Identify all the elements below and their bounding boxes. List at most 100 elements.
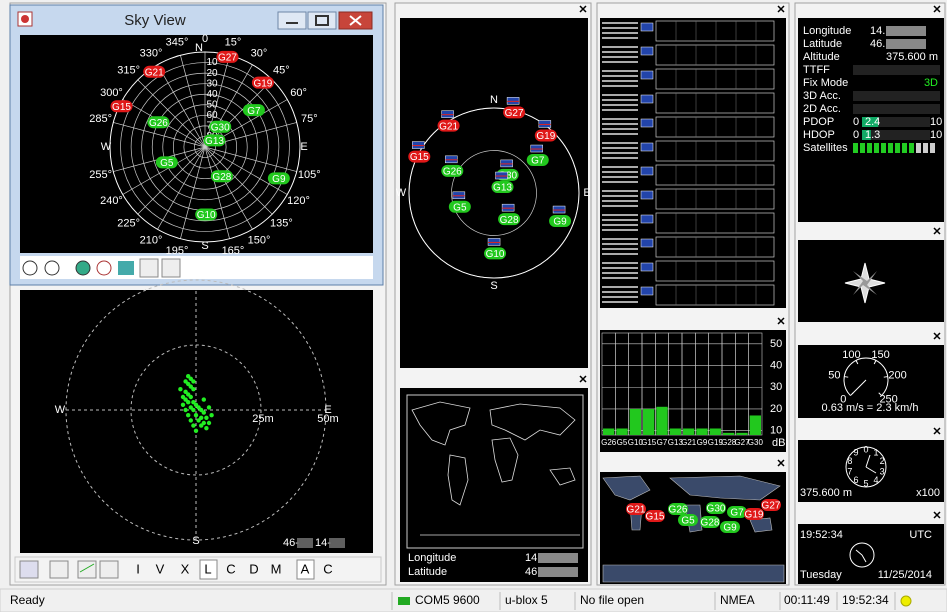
azimuth-line xyxy=(204,55,230,148)
position-fix xyxy=(204,426,209,431)
toolbar-button[interactable]: C xyxy=(323,561,332,576)
toolbar-button[interactable]: X xyxy=(181,561,190,576)
azimuth-line xyxy=(204,146,288,195)
signal-text xyxy=(602,142,638,144)
close-glyph[interactable] xyxy=(579,5,587,13)
y-tick-label: 20 xyxy=(770,403,782,415)
signal-text xyxy=(602,248,638,250)
clock-face xyxy=(849,542,875,568)
minimize-button[interactable] xyxy=(277,11,307,30)
toolbar-button[interactable]: D xyxy=(249,561,258,576)
close-glyph[interactable] xyxy=(777,459,785,467)
signal-text xyxy=(602,147,638,149)
toolbar-icon[interactable] xyxy=(19,560,39,579)
close-glyph[interactable] xyxy=(777,317,785,325)
signal-text xyxy=(602,205,638,207)
map-label: Latitude xyxy=(408,566,447,578)
dop-track xyxy=(862,130,930,140)
toolbar-icon[interactable] xyxy=(99,560,119,579)
signal-text xyxy=(602,238,638,240)
close-glyph[interactable] xyxy=(933,332,941,340)
status-label: TTFF xyxy=(803,64,830,76)
flag xyxy=(640,262,654,272)
toolbar-icon[interactable] xyxy=(49,560,69,579)
dop-max: 10 xyxy=(930,116,942,128)
satellite-slot xyxy=(860,143,865,153)
cardinal-label: S xyxy=(201,240,208,252)
position-fix xyxy=(188,418,193,423)
redaction xyxy=(329,538,345,548)
satellite-label: G21 xyxy=(439,121,458,132)
toolbar-button[interactable]: V xyxy=(156,561,165,576)
altimeter-tick-label: 3 xyxy=(880,467,885,477)
close-glyph[interactable] xyxy=(933,5,941,13)
close-glyph[interactable] xyxy=(933,511,941,519)
maximize-button[interactable] xyxy=(307,11,337,30)
status-value: 14. xyxy=(870,25,885,37)
position-fix xyxy=(191,423,196,428)
close-glyph[interactable] xyxy=(933,427,941,435)
x-tick-label: G28 xyxy=(721,438,737,447)
toolbar-icon[interactable] xyxy=(118,261,134,275)
satellite-slot xyxy=(881,143,886,153)
bar xyxy=(656,406,668,435)
position-fix xyxy=(196,418,201,423)
x-tick-label: G15 xyxy=(641,438,657,447)
position-label: 46- xyxy=(283,537,299,549)
unit-label: dB xyxy=(772,437,785,449)
map-value: 46. xyxy=(525,566,540,578)
speed-tick xyxy=(855,360,859,365)
toolbar-icon[interactable] xyxy=(139,258,159,278)
close-glyph[interactable] xyxy=(777,5,785,13)
toolbar-button[interactable]: L xyxy=(204,561,211,576)
azimuth-label: 45° xyxy=(273,65,290,77)
azimuth-line xyxy=(157,146,206,230)
ground-satellite xyxy=(727,506,747,518)
altimeter-needle xyxy=(865,466,877,474)
status-label: Latitude xyxy=(803,38,842,50)
toolbar-button[interactable]: C xyxy=(226,561,235,576)
signal-text xyxy=(602,133,638,135)
signal-text xyxy=(602,27,638,29)
toolbar-icon[interactable] xyxy=(77,560,97,579)
toolbar-button[interactable]: M xyxy=(271,561,282,576)
signal-text xyxy=(602,94,638,96)
satellite-slot xyxy=(867,143,872,153)
elevation-label: 40 xyxy=(206,89,218,100)
sky-plot-2 xyxy=(400,18,588,368)
ground-satellite xyxy=(626,503,646,515)
position-label: 14- xyxy=(315,537,331,549)
cardinal-label: E xyxy=(583,187,590,199)
bar xyxy=(696,428,708,435)
azimuth-line xyxy=(204,146,297,172)
toolbar-icon[interactable] xyxy=(44,260,60,276)
signal-text xyxy=(602,75,638,77)
bar xyxy=(736,432,748,435)
toolbar-icon[interactable] xyxy=(161,258,181,278)
toolbar-button[interactable]: I xyxy=(136,561,140,576)
ground-satellite-label: G28 xyxy=(701,518,720,529)
close-glyph[interactable] xyxy=(933,227,941,235)
signal-text xyxy=(602,195,638,197)
signal-text xyxy=(602,262,638,264)
azimuth-line xyxy=(180,55,206,148)
toolbar-icon[interactable] xyxy=(22,260,38,276)
cardinal-label: W xyxy=(101,141,112,153)
toolbar-icon[interactable] xyxy=(96,260,112,276)
signal-box xyxy=(655,68,775,90)
sky-toolbar xyxy=(20,256,373,279)
clock-time: 19:52:34 xyxy=(800,529,843,541)
azimuth-label: 300° xyxy=(100,87,123,99)
close-glyph[interactable] xyxy=(579,375,587,383)
satellite-slot xyxy=(923,143,928,153)
satellite xyxy=(503,106,526,119)
speed-tick-label: 250 xyxy=(879,394,897,406)
signal-text xyxy=(602,291,638,293)
satellite-label: G5 xyxy=(160,158,174,169)
toolbar-button[interactable]: A xyxy=(301,561,310,576)
toolbar-icon[interactable] xyxy=(75,260,91,276)
signal-text xyxy=(602,157,638,159)
satellite-label: G26 xyxy=(149,118,168,129)
dop-bar xyxy=(862,117,879,127)
satellite-slot xyxy=(895,143,900,153)
